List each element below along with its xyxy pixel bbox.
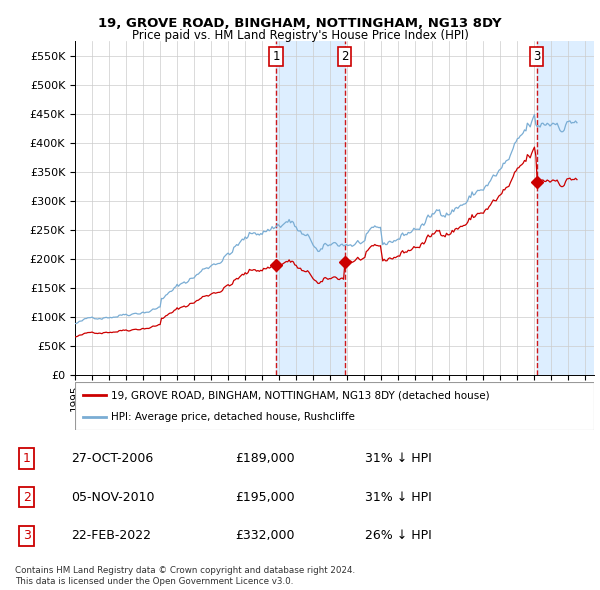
Text: 2: 2 xyxy=(341,50,348,63)
Text: This data is licensed under the Open Government Licence v3.0.: This data is licensed under the Open Gov… xyxy=(15,577,293,586)
Text: Price paid vs. HM Land Registry's House Price Index (HPI): Price paid vs. HM Land Registry's House … xyxy=(131,30,469,42)
Text: 2: 2 xyxy=(23,490,31,504)
Text: 1: 1 xyxy=(272,50,280,63)
Text: £189,000: £189,000 xyxy=(235,452,295,465)
Text: 31% ↓ HPI: 31% ↓ HPI xyxy=(365,490,431,504)
Text: 26% ↓ HPI: 26% ↓ HPI xyxy=(365,529,431,542)
Text: 1: 1 xyxy=(23,452,31,465)
Text: 22-FEB-2022: 22-FEB-2022 xyxy=(71,529,151,542)
Text: £332,000: £332,000 xyxy=(235,529,295,542)
Text: 19, GROVE ROAD, BINGHAM, NOTTINGHAM, NG13 8DY (detached house): 19, GROVE ROAD, BINGHAM, NOTTINGHAM, NG1… xyxy=(112,390,490,400)
Bar xyxy=(276,41,344,375)
Text: Contains HM Land Registry data © Crown copyright and database right 2024.: Contains HM Land Registry data © Crown c… xyxy=(15,566,355,575)
Text: 3: 3 xyxy=(23,529,31,542)
Text: 05-NOV-2010: 05-NOV-2010 xyxy=(71,490,154,504)
Text: £195,000: £195,000 xyxy=(235,490,295,504)
Bar xyxy=(537,41,594,375)
Text: 3: 3 xyxy=(533,50,541,63)
Text: 27-OCT-2006: 27-OCT-2006 xyxy=(71,452,153,465)
Text: 31% ↓ HPI: 31% ↓ HPI xyxy=(365,452,431,465)
Text: HPI: Average price, detached house, Rushcliffe: HPI: Average price, detached house, Rush… xyxy=(112,412,355,422)
Text: 19, GROVE ROAD, BINGHAM, NOTTINGHAM, NG13 8DY: 19, GROVE ROAD, BINGHAM, NOTTINGHAM, NG1… xyxy=(98,17,502,30)
